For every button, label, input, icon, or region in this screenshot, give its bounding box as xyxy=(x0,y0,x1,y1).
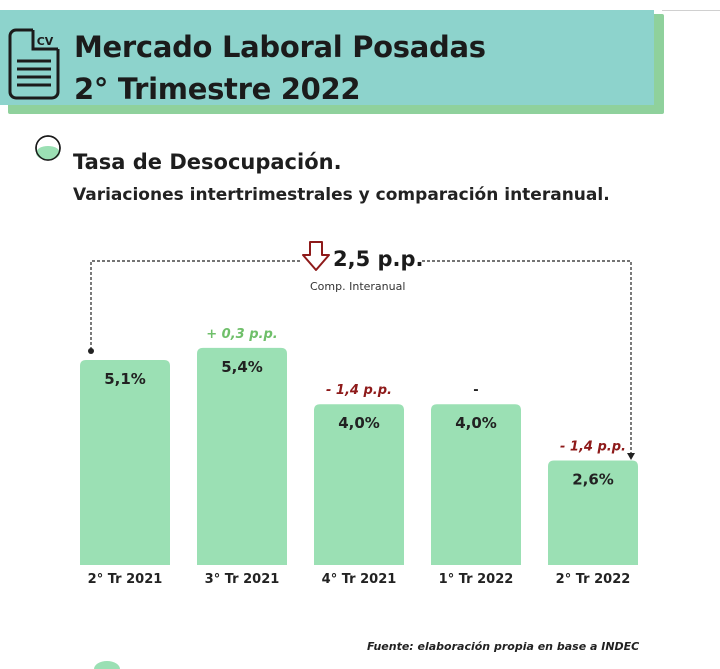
page-title-line1: Mercado Laboral Posadas xyxy=(74,30,486,64)
bar xyxy=(431,404,521,565)
delta-label: - xyxy=(473,383,478,398)
chart-title: Tasa de Desocupación. xyxy=(73,150,342,174)
cv-icon-text: CV xyxy=(37,35,54,48)
category-label: 4° Tr 2021 xyxy=(322,572,397,587)
delta-label: - 1,4 p.p. xyxy=(560,439,626,454)
bottom-bullet-icon xyxy=(94,661,120,669)
annual-comparison-label: Comp. Interanual xyxy=(310,280,406,293)
bar-value-label: 5,1% xyxy=(104,370,146,388)
source-note: Fuente: elaboración propia en base a IND… xyxy=(367,640,640,653)
page-title-line2: 2° Trimestre 2022 xyxy=(74,72,361,106)
category-label: 2° Tr 2021 xyxy=(88,572,163,587)
delta-label: + 0,3 p.p. xyxy=(206,327,277,342)
delta-label: - 1,4 p.p. xyxy=(326,383,392,398)
annual-comparison-connector xyxy=(88,260,635,460)
bar-value-label: 2,6% xyxy=(572,470,614,488)
category-label: 2° Tr 2022 xyxy=(556,572,631,587)
bar xyxy=(314,404,404,565)
header-banner: CV Mercado Laboral Posadas 2° Trimestre … xyxy=(0,8,654,106)
annual-comparison-value: 2,5 p.p. xyxy=(333,247,424,271)
category-label: 1° Tr 2022 xyxy=(439,572,514,587)
bar xyxy=(197,347,287,565)
bar-value-label: 4,0% xyxy=(455,414,497,432)
bar xyxy=(80,359,170,565)
chart-subtitle: Variaciones intertrimestrales y comparac… xyxy=(73,185,610,205)
bar-chart: 5,1% 2° Tr 2021 5,4% 3° Tr 2021 + 0,3 p.p. 4,… xyxy=(80,241,638,587)
down-arrow-icon xyxy=(302,241,330,271)
section-bullet-icon xyxy=(35,135,61,161)
divider xyxy=(662,10,720,11)
bar xyxy=(548,460,638,565)
header-inner: CV Mercado Laboral Posadas 2° Trimestre … xyxy=(0,14,652,106)
bar-value-label: 5,4% xyxy=(221,358,263,376)
bar-value-label: 4,0% xyxy=(338,414,380,432)
category-label: 3° Tr 2021 xyxy=(205,572,280,587)
cv-document-icon: CV xyxy=(8,28,60,100)
